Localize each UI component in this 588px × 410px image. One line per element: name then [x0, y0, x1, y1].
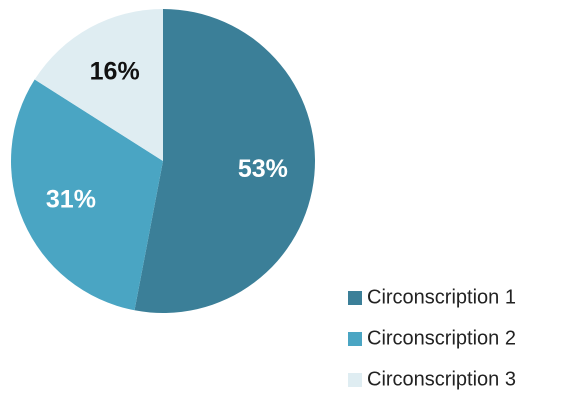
- legend-swatch: [348, 332, 362, 346]
- slice-label: 31%: [46, 185, 96, 213]
- slice-label: 53%: [238, 155, 288, 183]
- legend-swatch: [348, 291, 362, 305]
- legend-swatch: [348, 373, 362, 387]
- legend-label: Circonscription 2: [367, 327, 516, 349]
- pie-slice: [34, 9, 163, 161]
- slice-label: 16%: [90, 58, 140, 86]
- pie-slice: [10, 79, 164, 311]
- legend-label: Circonscription 1: [367, 286, 516, 308]
- legend-label: Circonscription 3: [367, 368, 516, 390]
- pie-slice: [134, 9, 316, 314]
